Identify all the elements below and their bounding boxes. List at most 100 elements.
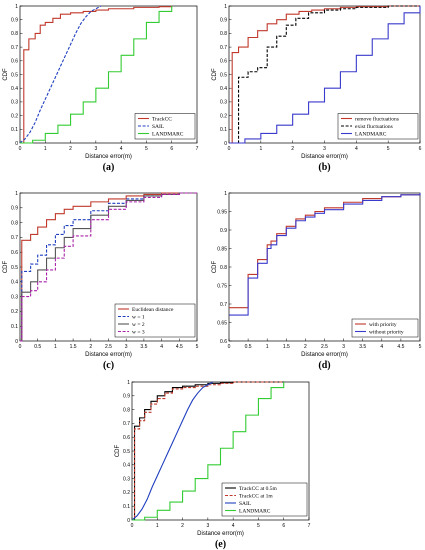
x-axis-label: Distance error(m)	[85, 352, 132, 358]
y-tick-label: 0.6	[11, 250, 18, 256]
y-tick-label: 0.9	[123, 394, 130, 400]
legend-entry: TrackCC at 0.5m	[239, 486, 278, 492]
series-line-2	[229, 6, 421, 144]
x-tick-label: 2	[181, 523, 184, 529]
x-tick-label: 0	[228, 344, 231, 350]
y-tick-label: 0.2	[220, 113, 227, 119]
legend-entry: Euclidean distance	[132, 307, 174, 313]
legend-entry: SAIL	[239, 501, 252, 507]
y-tick-label: 0.4	[11, 280, 18, 286]
x-tick-label: 1	[54, 344, 57, 350]
x-tick-label: 0	[19, 344, 22, 350]
x-tick-label: 0	[131, 523, 134, 529]
y-tick-label: 0	[15, 141, 18, 147]
series-line-0	[132, 381, 284, 521]
series-line-1	[19, 5, 102, 144]
y-tick-label: 0.6	[220, 339, 227, 345]
x-axis-label: Distance error(m)	[301, 352, 348, 358]
y-tick-label: 0.7	[11, 235, 18, 241]
y-tick-label: 0.85	[217, 246, 227, 252]
y-tick-label: 0.5	[220, 72, 227, 78]
y-tick-label: 0.4	[220, 86, 227, 92]
y-tick-label: 0.8	[123, 407, 130, 413]
y-tick-label: 0.1	[11, 324, 18, 330]
x-tick-label: 0.5	[34, 344, 41, 350]
y-axis-label: CDF	[3, 68, 9, 81]
legend-entry: remove fluctuations	[355, 116, 399, 123]
series-line-0	[229, 5, 420, 144]
y-tick-label: 0.75	[217, 283, 227, 289]
legend-box	[351, 318, 419, 338]
chart-panel-1: 0 1 2 3 4 5 6 0 0.1 0.2 0.3 0.4 0.5 0.6 0.7 0.8 0.9 1 Dist…	[212, 4, 422, 173]
y-tick-label: 1	[15, 191, 18, 197]
y-tick-label: 0.3	[220, 100, 227, 106]
legend-entry: w = 2	[132, 322, 145, 328]
series-line-1	[229, 5, 420, 144]
series-line-3	[132, 382, 285, 521]
legend-entry: SAIL	[152, 124, 165, 130]
x-tick-label: 1	[259, 146, 262, 152]
legend-entry: exist fluctuations	[355, 123, 393, 130]
legend-entry: without priority	[369, 330, 404, 336]
x-tick-label: 0.5	[245, 344, 252, 350]
y-tick-label: 0.2	[11, 309, 18, 315]
y-tick-label: 0.4	[123, 463, 130, 469]
y-axis-label: CDF	[212, 68, 218, 81]
y-tick-label: 1	[15, 4, 18, 10]
plot-frame	[228, 192, 421, 342]
y-tick-label: 0.8	[11, 220, 18, 226]
y-tick-label: 0.9	[11, 18, 18, 24]
x-tick-label: 4	[355, 146, 358, 152]
x-tick-label: 2.5	[105, 344, 112, 350]
y-tick-label: 0.65	[217, 320, 227, 326]
y-tick-label: 0.7	[123, 421, 130, 427]
series-line-2	[131, 381, 214, 521]
x-tick-label: 3.5	[140, 344, 147, 350]
x-tick-label: 4.5	[397, 344, 404, 350]
x-tick-label: 3	[342, 344, 345, 350]
x-tick-label: 1.5	[283, 344, 290, 350]
x-tick-label: 4	[380, 344, 383, 350]
y-tick-label: 0.5	[11, 72, 18, 78]
panel-label: (e)	[215, 539, 226, 550]
legend-entry: TrackCC at 1m	[239, 494, 273, 500]
y-axis-label: CDF	[115, 445, 121, 458]
y-tick-label: 0	[15, 339, 18, 345]
x-tick-label: 6	[170, 146, 173, 152]
y-tick-label: 0.5	[123, 449, 130, 455]
series-line-1	[132, 381, 284, 521]
y-tick-label: 0.2	[123, 490, 130, 496]
y-tick-label: 0.7	[11, 45, 18, 51]
x-tick-label: 2	[291, 146, 294, 152]
y-tick-label: 0.3	[123, 476, 130, 482]
x-tick-label: 4	[160, 344, 163, 350]
y-tick-label: 1	[224, 4, 227, 10]
x-axis-label: Distance error(m)	[197, 531, 244, 537]
x-axis-label: Distance error(m)	[301, 154, 348, 160]
chart-panel-3: 0 0.5 1 1.5 2 2.5 3 3.5 4 4.5 5 0.6 0.65 0.7 0.75 0.8 0.…	[212, 191, 422, 371]
legend-entry: LANDMARC	[355, 132, 387, 138]
series-line-2	[20, 192, 197, 342]
y-tick-label: 0	[224, 141, 227, 147]
legend-entry: w = 3	[132, 330, 145, 336]
x-tick-label: 2	[304, 344, 307, 350]
x-tick-label: 3	[125, 344, 128, 350]
x-tick-label: 0	[228, 146, 231, 152]
y-tick-label: 0.9	[220, 18, 227, 24]
y-tick-label: 0.7	[220, 45, 227, 51]
series-line-1	[229, 193, 421, 316]
y-tick-label: 0.8	[220, 31, 227, 37]
x-tick-label: 4	[232, 523, 235, 529]
x-tick-label: 2.5	[321, 344, 328, 350]
y-tick-label: 0.8	[220, 265, 227, 271]
x-tick-label: 5	[387, 146, 390, 152]
y-axis-label: CDF	[3, 261, 9, 274]
x-tick-label: 5	[257, 523, 260, 529]
y-axis-label: CDF	[212, 261, 218, 274]
x-axis-label: Distance error(m)	[85, 154, 132, 160]
series-line-0	[20, 192, 197, 342]
legend-entry: w = 1	[132, 315, 145, 321]
panel-label: (b)	[318, 162, 330, 173]
x-tick-label: 4	[120, 146, 123, 152]
